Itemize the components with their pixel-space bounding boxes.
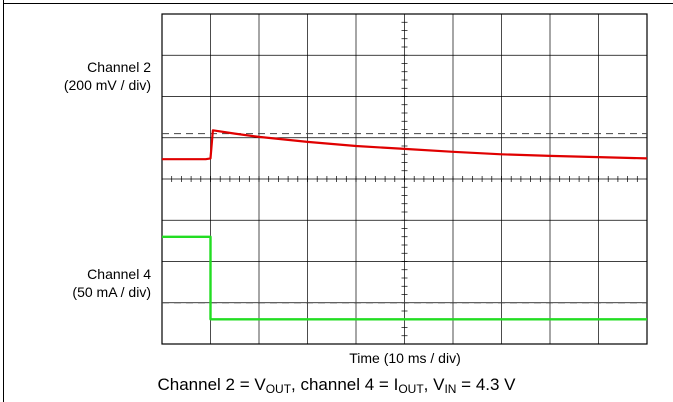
caption-sub-out-2: OUT [398, 382, 424, 396]
figure-caption: Channel 2 = VOUT, channel 4 = IOUT, VIN … [0, 375, 673, 395]
channel-4-trace [162, 235, 647, 321]
caption-sub-out-1: OUT [265, 382, 292, 396]
traces [162, 129, 648, 321]
caption-mid-1: , channel 4 = I [291, 375, 399, 394]
caption-sub-in: IN [444, 382, 457, 396]
reference-lines [162, 133, 647, 304]
channel-2-trace [162, 129, 648, 161]
x-axis-label: Time (10 ms / div) [349, 350, 461, 366]
channel-4-label: Channel 4 (50 mA / div) [72, 265, 151, 301]
frame-top-border [3, 3, 673, 4]
graticule [161, 13, 648, 345]
caption-suffix: = 4.3 V [456, 375, 516, 394]
channel-4-name: Channel 4 [87, 266, 151, 282]
frame-left-border [3, 0, 4, 402]
caption-prefix: Channel 2 = V [157, 375, 266, 394]
channel-2-name: Channel 2 [87, 59, 151, 75]
channel-2-label: Channel 2 (200 mV / div) [64, 58, 151, 94]
caption-mid-2: , V [423, 375, 445, 394]
channel-2-scale: (200 mV / div) [63, 77, 151, 93]
channel-4-scale: (50 mA / div) [72, 284, 151, 300]
